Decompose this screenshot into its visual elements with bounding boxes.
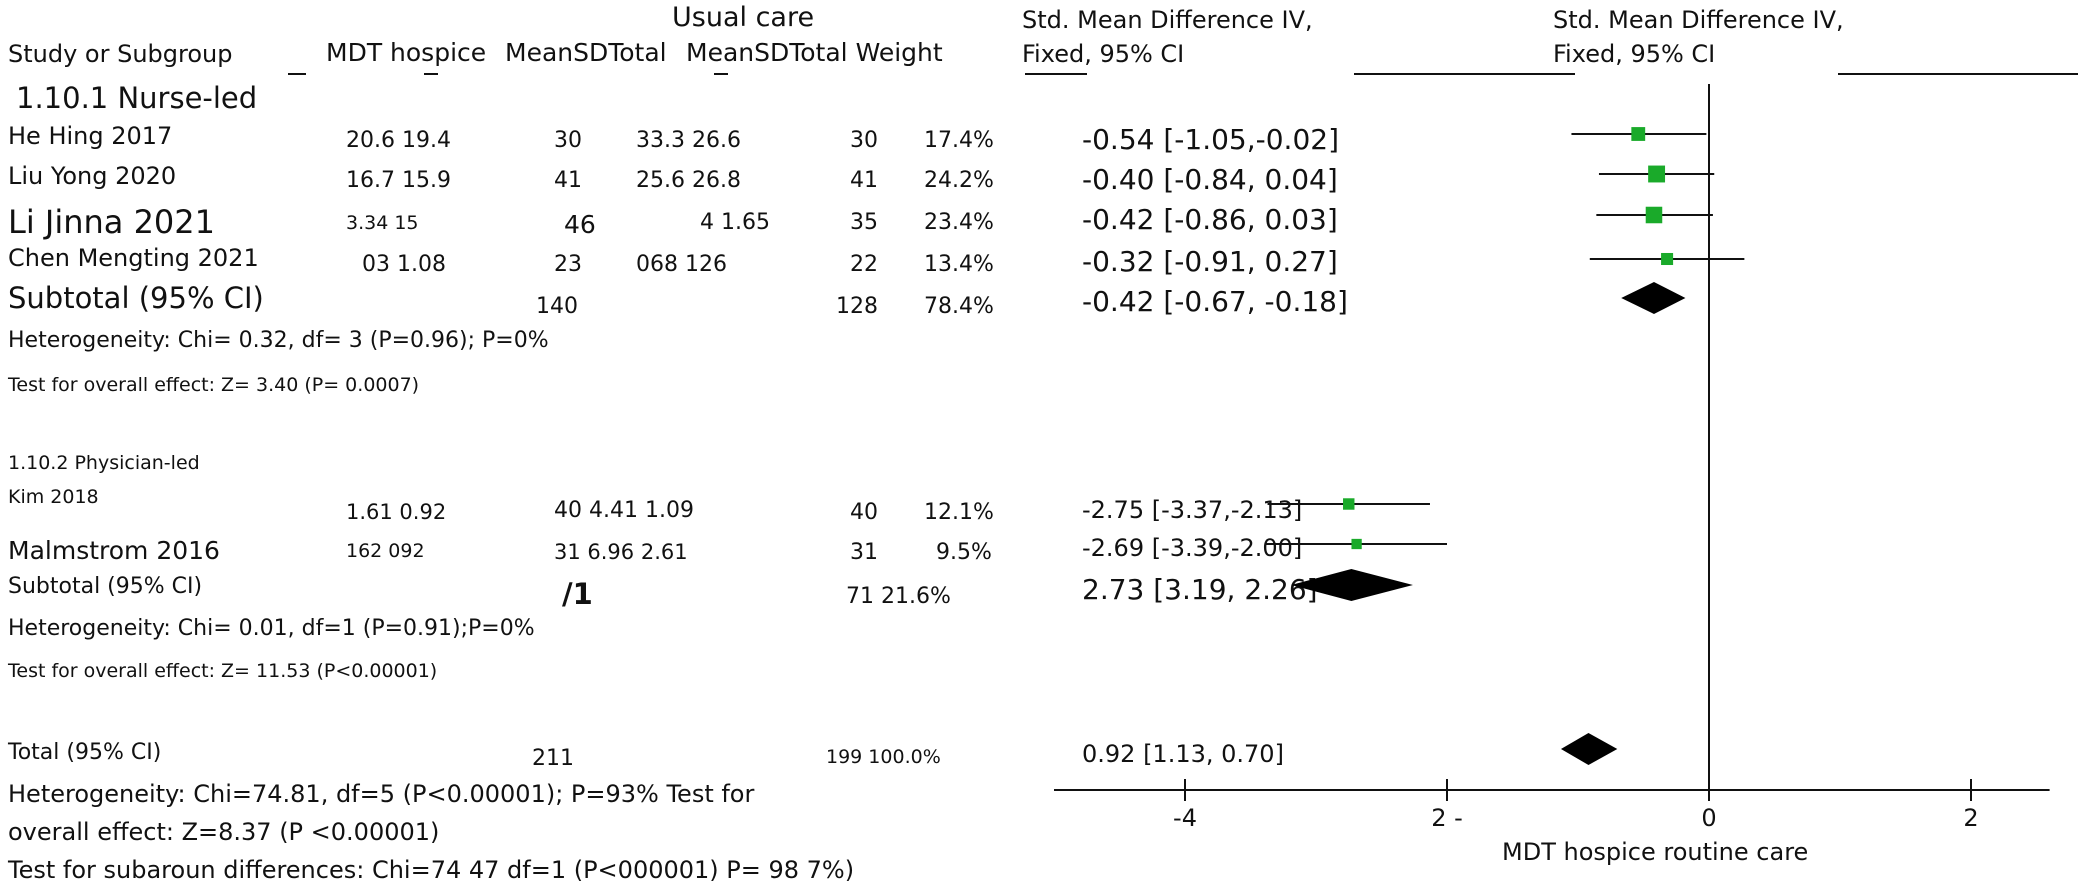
subtotal-weight: 78.4% [924, 294, 994, 319]
usual-care-header: Usual care [672, 2, 815, 33]
subtotal-mdt-total: 140 [536, 294, 578, 319]
usual-total: 30 [850, 128, 878, 153]
total-heterogeneity-line1: Heterogeneity: Chi=74.81, df=5 (P<0.0000… [8, 780, 755, 808]
mdt-total: 41 [554, 168, 582, 193]
total-label: Total (95% CI) [8, 740, 162, 765]
mdt-total: 23 [554, 252, 582, 277]
effect-ci: -0.40 [-0.84, 0.04] [1082, 163, 1338, 196]
header-underline [714, 73, 728, 75]
study-effect-marker [1343, 498, 1355, 510]
usual-mean-sd: 33.3 26.6 [636, 128, 741, 153]
usual-mean-sd: 4 1.65 [700, 210, 770, 235]
heterogeneity-text: Heterogeneity: Chi= 0.32, df= 3 (P=0.96)… [8, 328, 549, 353]
x-tick-label: 2 [1963, 804, 1978, 832]
x-tick-label: 0 [1701, 804, 1716, 832]
heterogeneity-text: Heterogeneity: Chi= 0.01, df=1 (P=0.91);… [8, 616, 535, 641]
effect-ci: -0.32 [-0.91, 0.27] [1082, 245, 1338, 278]
smd-header-line1: Std. Mean Difference IV, [1022, 6, 1313, 34]
mean-sd-total-weight-header: MeanSDTotal Weight [686, 38, 943, 67]
study-effect-marker [1661, 252, 1674, 266]
mdt-total: 30 [554, 128, 582, 153]
study-name: Li Jinna 2021 [8, 203, 215, 241]
weight: 17.4% [924, 128, 994, 153]
weight: 24.2% [924, 168, 994, 193]
mdt-total: 46 [564, 210, 596, 239]
usual-total: 22 [850, 252, 878, 277]
overall-effect-test: Test for overall effect: Z= 3.40 (P= 0.0… [8, 374, 420, 396]
subtotal-mdt-total: /1 [562, 577, 593, 611]
pooled-diamond [1560, 733, 1618, 765]
plot-header-line1: Std. Mean Difference IV, [1553, 6, 1844, 34]
mdt-total-usual-mean-sd: 31 6.96 2.61 [554, 540, 688, 564]
effect-ci: -0.42 [-0.86, 0.03] [1082, 203, 1338, 236]
subtotal-label: Subtotal (95% CI) [8, 574, 203, 599]
usual-total: 31 [850, 540, 878, 565]
subgroup-differences-test: Test for subaroun differences: Chi=74 47… [8, 856, 855, 884]
study-name: Kim 2018 [8, 486, 99, 508]
study-name: He Hing 2017 [8, 122, 173, 150]
subtotal-usual-total-weight: 71 21.6% [846, 584, 951, 609]
x-axis-label: MDT hospice routine care [1502, 838, 1809, 866]
usual-total: 35 [850, 210, 878, 235]
subgroup-2-title: 1.10.2 Physician-led [8, 452, 200, 474]
subgroup-1-title: 1.10.1 Nurse-led [16, 81, 258, 115]
smd-header-line2: Fixed, 95% CI [1022, 40, 1185, 68]
study-name: Liu Yong 2020 [8, 162, 177, 190]
plot-header-line2: Fixed, 95% CI [1553, 40, 1716, 68]
subtotal-effect-ci: -0.42 [-0.67, -0.18] [1082, 285, 1348, 318]
header-underline [424, 73, 438, 75]
mdt-hospice-header: MDT hospice [326, 38, 487, 67]
weight: 9.5% [936, 540, 992, 565]
mdt-mean-sd: 16.7 15.9 [346, 168, 451, 193]
usual-mean-sd: 068 126 [636, 252, 727, 277]
study-effect-marker [1645, 206, 1663, 224]
weight: 13.4% [924, 252, 994, 277]
mdt-mean-sd: 162 092 [346, 540, 425, 562]
x-tick-label: -4 [1173, 804, 1197, 832]
usual-mean-sd: 25.6 26.8 [636, 168, 741, 193]
total-mdt: 211 [532, 746, 574, 771]
usual-total: 41 [850, 168, 878, 193]
x-tick-label: 2 - [1431, 804, 1463, 832]
total-heterogeneity-line2: overall effect: Z=8.37 (P <0.00001) [8, 818, 440, 846]
header-underline [288, 73, 306, 75]
study-effect-marker [1631, 127, 1646, 141]
effect-ci: -2.69 [-3.39,-2.00] [1082, 534, 1303, 562]
subtotal-usual-total: 128 [836, 294, 878, 319]
subtotal-label: Subtotal (95% CI) [8, 281, 264, 315]
effect-ci: -0.54 [-1.05,-0.02] [1082, 123, 1339, 156]
header-underline [1025, 73, 1087, 75]
pooled-diamond [1291, 569, 1413, 601]
pooled-diamond [1621, 282, 1686, 314]
mdt-total-usual-mean-sd: 40 4.41 1.09 [554, 498, 694, 523]
weight: 12.1% [924, 500, 994, 525]
study-name: Malmstrom 2016 [8, 536, 220, 565]
mdt-mean-sd: 3.34 15 [346, 212, 419, 234]
mdt-mean-sd: 1.61 0.92 [346, 500, 447, 524]
total-usual-weight: 199 100.0% [826, 746, 941, 768]
effect-ci: -2.75 [-3.37,-2.13] [1082, 496, 1303, 524]
study-name: Chen Mengting 2021 [8, 244, 259, 272]
study-column-header: Study or Subgroup [8, 40, 233, 68]
overall-effect-test: Test for overall effect: Z= 11.53 (P<0.0… [8, 660, 438, 682]
study-effect-marker [1648, 165, 1666, 183]
study-effect-marker [1351, 538, 1362, 550]
total-effect-ci: 0.92 [1.13, 0.70] [1082, 740, 1284, 768]
usual-total: 40 [850, 500, 878, 525]
weight: 23.4% [924, 210, 994, 235]
mdt-mean-sd: 03 1.08 [362, 252, 446, 277]
mean-sd-total-header-1: MeanSDTotal [505, 38, 667, 67]
mdt-mean-sd: 20.6 19.4 [346, 128, 451, 153]
subtotal-effect-ci: 2.73 [3.19, 2.26] [1082, 573, 1318, 606]
